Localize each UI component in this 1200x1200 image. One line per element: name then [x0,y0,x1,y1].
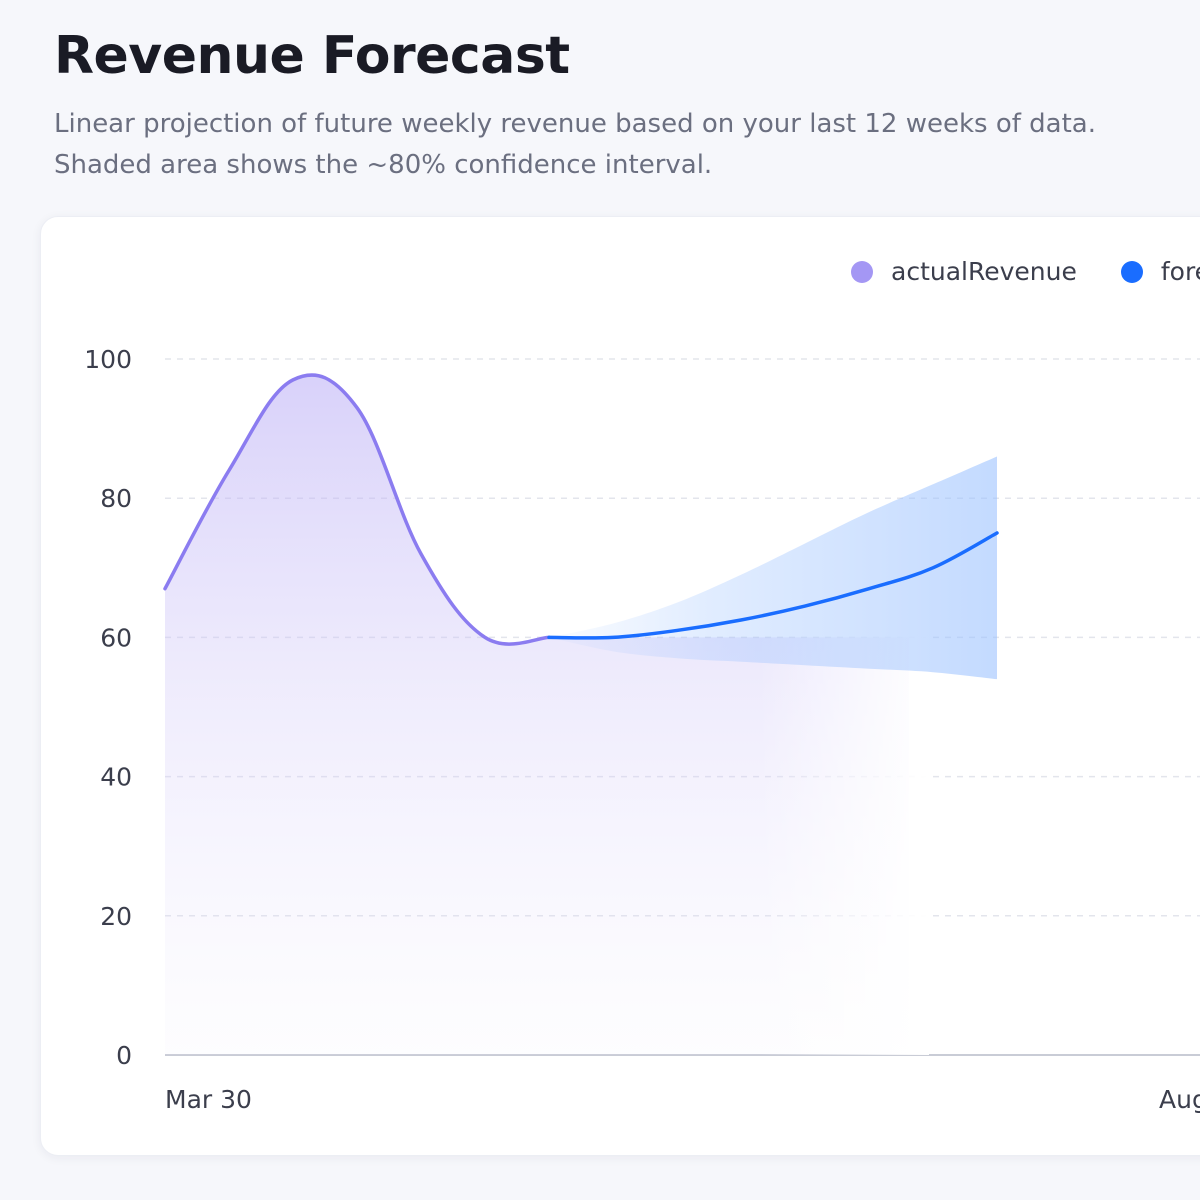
legend-label-actual: actualRevenue [891,257,1077,286]
x-tick-label-end: Aug [1159,1085,1200,1114]
y-tick-label-40: 40 [100,763,132,792]
forecast-chart: 0 20 40 60 80 100 Mar 30 Aug [84,345,1200,1114]
legend-item-actual[interactable]: actualRevenue [851,257,1077,286]
legend-dot-actual-icon [851,260,873,283]
forecast-revenue-line [547,531,999,640]
page-title: Revenue Forecast [54,26,570,86]
legend-dot-forecast-icon [1120,260,1143,283]
chart-legend: actualRevenue fore [851,257,1200,286]
subtitle-line-1: Linear projection of future weekly reven… [54,109,1097,139]
x-tick-label-start: Mar 30 [165,1085,252,1114]
y-tick-label-0: 0 [116,1041,132,1070]
chart-card: 0 20 40 60 80 100 Mar 30 Aug actualRevenue fore [40,216,1200,1156]
y-tick-label-60: 60 [100,623,132,652]
subtitle-line-2: Shaded area shows the ~80% confidence in… [54,150,713,180]
y-tick-label-100: 100 [84,345,132,374]
page-subtitle: Linear projection of future weekly reven… [54,104,1194,186]
legend-label-forecast: fore [1160,257,1200,286]
y-tick-label-20: 20 [100,902,132,931]
y-tick-label-80: 80 [100,484,132,513]
legend-item-forecast[interactable]: fore [1120,257,1200,286]
actual-area-fade [549,623,929,1055]
actual-revenue-line [163,373,551,646]
confidence-band [549,456,997,680]
